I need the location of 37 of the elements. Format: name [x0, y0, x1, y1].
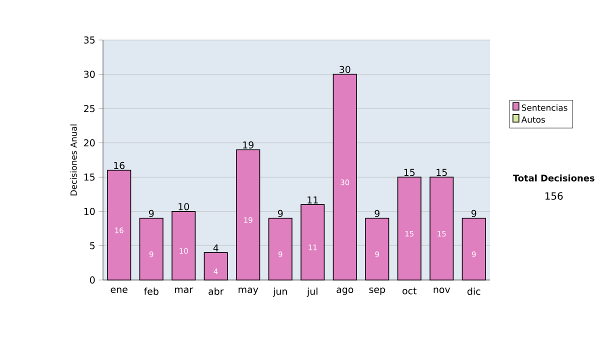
legend-label: Sentencias [522, 104, 568, 111]
total-label: 15 [404, 168, 415, 176]
x-tick-label: ago [336, 288, 354, 295]
y-tick-label: 15 [84, 174, 95, 181]
total-label: 15 [436, 168, 447, 176]
y-tick-label: 10 [84, 208, 95, 216]
text: Total Decisiones [512, 174, 594, 182]
y-tick-label: 25 [84, 104, 95, 112]
x-tick-label: ene [110, 288, 128, 294]
legend-label: Autos [521, 116, 545, 123]
x-tick-label: mar [175, 288, 194, 294]
total-label: 4 [213, 244, 218, 252]
x-tick-label: may [238, 288, 258, 295]
y-tick-label: 35 [84, 36, 95, 44]
x-tick-label: abr [208, 288, 224, 295]
y-axis-title: Decisiones Anual [70, 124, 77, 196]
total-label: 9 [471, 210, 476, 218]
text: 156 [545, 192, 563, 200]
total-label: 9 [278, 210, 283, 218]
y-tick-label: 5 [90, 242, 95, 250]
total-label: 16 [114, 162, 125, 170]
x-tick-label: dic [467, 288, 480, 295]
x-tick-label: sep [369, 288, 385, 295]
total-label: 10 [178, 203, 190, 210]
x-tick-label: nov [434, 288, 450, 294]
x-tick-label: feb [144, 288, 158, 295]
total-label: 9 [148, 210, 154, 218]
total-label: 19 [243, 141, 254, 149]
y-tick-label: 0 [90, 276, 95, 284]
y-tick-label: 30 [84, 70, 95, 78]
x-tick-label: jun [272, 288, 287, 297]
total-label: 30 [340, 66, 350, 74]
y-tick-label: 20 [84, 139, 95, 146]
total-label: 9 [374, 210, 380, 218]
total-label: 11 [308, 196, 318, 204]
x-tick-label: oct [402, 288, 417, 294]
x-tick-label: jul [306, 288, 318, 297]
